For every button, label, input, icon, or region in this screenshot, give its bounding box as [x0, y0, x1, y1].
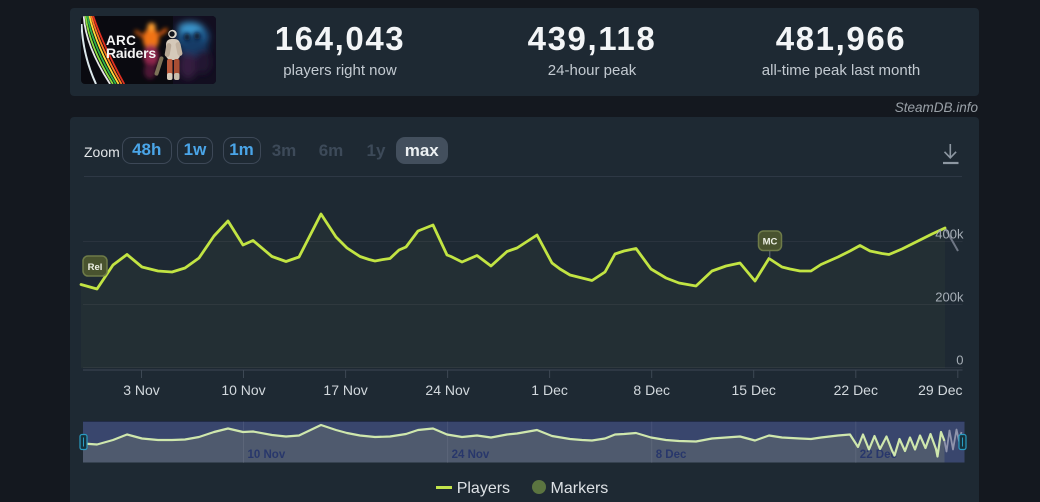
svg-text:200k: 200k	[935, 290, 964, 305]
svg-text:22 Dec: 22 Dec	[834, 382, 878, 398]
svg-text:24 Nov: 24 Nov	[425, 382, 469, 398]
svg-text:Rel: Rel	[88, 262, 103, 273]
svg-text:400k: 400k	[935, 227, 964, 242]
svg-text:Raiders: Raiders	[106, 45, 156, 61]
svg-text:3 Nov: 3 Nov	[123, 382, 160, 398]
svg-text:29 Dec: 29 Dec	[918, 382, 962, 398]
svg-text:MC: MC	[763, 237, 778, 248]
svg-text:8 Dec: 8 Dec	[656, 449, 687, 461]
svg-text:15 Dec: 15 Dec	[732, 382, 776, 398]
svg-text:0: 0	[956, 353, 963, 368]
svg-text:22 Dec: 22 Dec	[860, 449, 898, 461]
svg-text:10 Nov: 10 Nov	[248, 449, 286, 461]
svg-text:ARC: ARC	[106, 33, 136, 48]
svg-text:1 Dec: 1 Dec	[531, 382, 568, 398]
svg-text:17 Nov: 17 Nov	[323, 382, 367, 398]
svg-text:10 Nov: 10 Nov	[221, 382, 265, 398]
svg-text:8 Dec: 8 Dec	[633, 382, 670, 398]
svg-text:24 Nov: 24 Nov	[452, 449, 490, 461]
